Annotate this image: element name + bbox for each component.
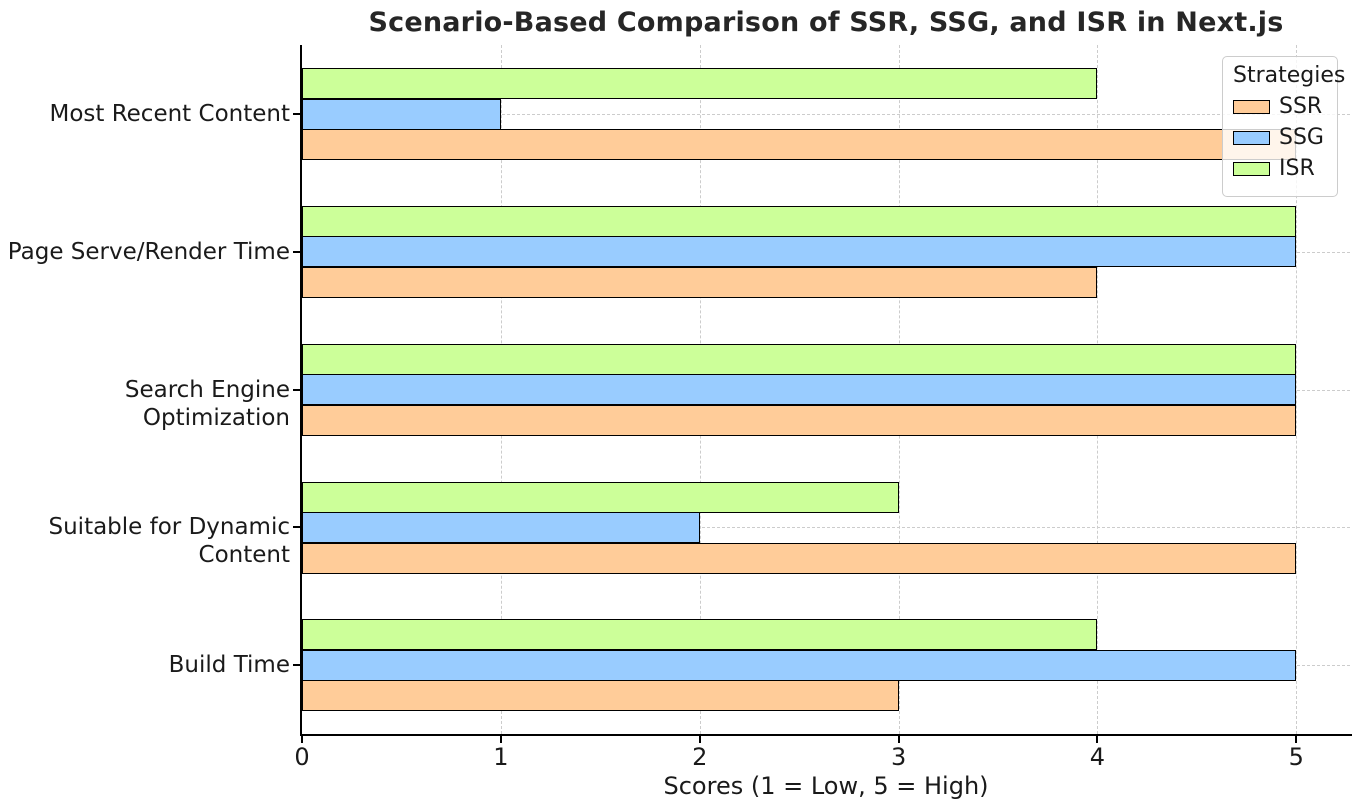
y-grid-line [302,527,1350,529]
y-tick-label: Build Time [168,652,290,679]
y-tick-mark [293,388,300,391]
x-tick-mark [499,736,502,743]
bar-ssg-0 [302,98,501,130]
y-axis-spine [300,45,302,736]
y-tick-mark [293,250,300,253]
bar-isr-1 [302,205,1297,237]
bar-ssr-3 [302,542,1297,574]
x-tick-label: 2 [692,743,708,771]
bar-isr-4 [302,619,1098,651]
bar-isr-3 [302,481,899,513]
plot-area [302,45,1350,734]
x-tick-label: 0 [294,743,310,771]
x-tick-mark [897,736,900,743]
y-tick-mark [293,664,300,667]
x-tick-mark [1096,736,1099,743]
y-tick-mark [293,526,300,529]
y-tick-label: Search Engine Optimization [124,376,290,431]
legend-label-ssr: SSR [1279,94,1323,119]
y-tick-label: Page Serve/Render Time [7,238,290,265]
y-grid-line [302,113,1350,115]
legend-label-ssg: SSG [1279,125,1324,150]
legend-label-isr: ISR [1279,156,1315,181]
bar-ssr-4 [302,680,899,712]
x-axis-spine [300,734,1352,736]
bar-isr-2 [302,343,1297,375]
x-tick-label: 3 [890,743,907,771]
x-tick-label: 4 [1089,743,1106,771]
legend-entry-ssg: SSG [1233,126,1327,150]
legend: Strategies SSR SSG ISR [1222,56,1346,197]
x-axis-label: Scores (1 = Low, 5 = High) [663,772,989,800]
legend-entry-isr: ISR [1233,157,1327,181]
y-tick-mark [293,112,300,115]
bar-ssg-1 [302,236,1297,268]
x-tick-mark [1295,736,1298,743]
x-tick-label: 1 [493,743,509,771]
bar-isr-0 [302,68,1098,100]
chart-title: Scenario-Based Comparison of SSR, SSG, a… [368,7,1284,38]
y-tick-label: Most Recent Content [49,100,290,127]
ssr-swatch-icon [1233,100,1270,114]
ssg-swatch-icon [1233,131,1270,145]
legend-entry-ssr: SSR [1233,95,1327,119]
x-tick-label: 5 [1288,743,1304,771]
bar-ssr-1 [302,266,1098,298]
isr-swatch-icon [1233,162,1270,176]
x-tick-mark [301,736,303,743]
bar-ssg-2 [302,374,1297,406]
x-tick-mark [698,736,701,743]
legend-entries: SSR SSG ISR [1233,95,1327,181]
bar-ssr-0 [302,129,1297,161]
legend-title: Strategies [1233,63,1346,88]
bar-ssg-3 [302,512,700,544]
bar-ssg-4 [302,649,1297,681]
y-tick-label: Suitable for Dynamic Content [48,514,291,569]
bar-ssr-2 [302,404,1297,436]
